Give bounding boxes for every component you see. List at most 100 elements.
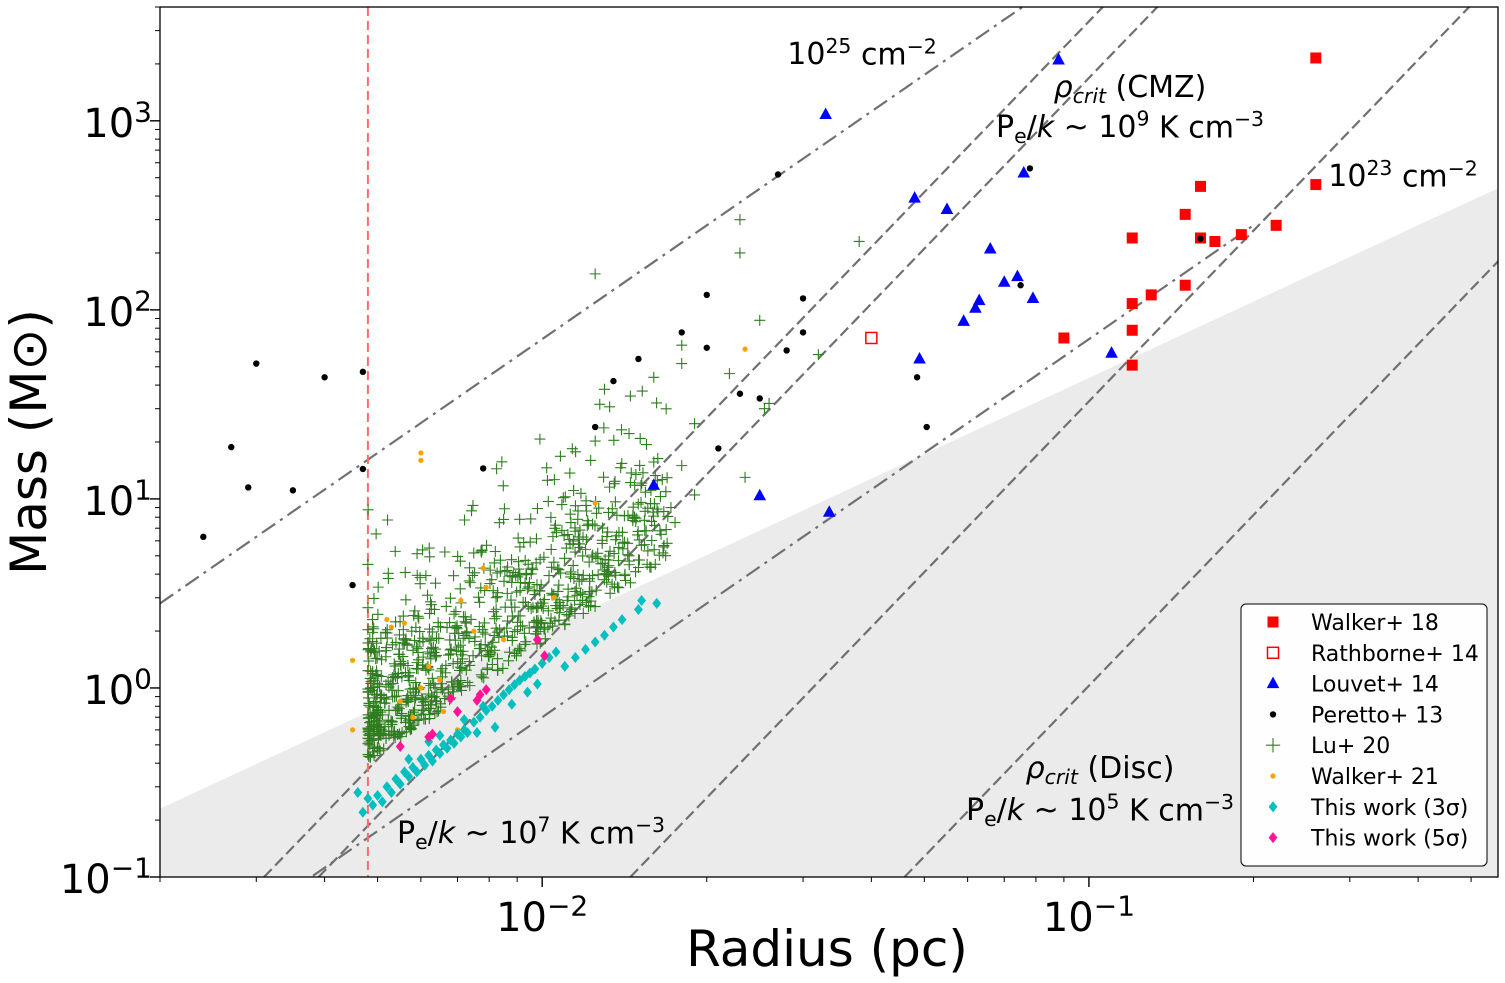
- data-point: [742, 346, 748, 352]
- data-point: [353, 786, 363, 798]
- data-point: [822, 505, 836, 517]
- lu20-point: [459, 616, 471, 628]
- lu20-point: [362, 749, 374, 761]
- lu20-point: [363, 697, 375, 709]
- lu20-point: [565, 602, 577, 614]
- lu20-point: [547, 620, 559, 632]
- lu20-point: [375, 730, 387, 742]
- lu20-point: [376, 709, 388, 721]
- lu20-point: [604, 545, 616, 557]
- lu20-point: [362, 602, 374, 614]
- lu20-point: [624, 390, 636, 402]
- lu20-point: [601, 576, 613, 588]
- lu20-point: [367, 665, 379, 677]
- lu20-point: [452, 678, 464, 690]
- lu20-point: [454, 555, 466, 567]
- data-point: [359, 368, 367, 376]
- data-point: [363, 793, 373, 805]
- data-point: [1105, 346, 1118, 358]
- data-point: [799, 329, 807, 336]
- lu20-point: [372, 581, 384, 593]
- series-3: [200, 165, 1204, 589]
- lu20-point: [552, 563, 564, 575]
- data-point: [289, 487, 297, 494]
- lu20-point: [633, 554, 645, 566]
- lu20-point: [514, 642, 526, 654]
- lu20-point: [491, 610, 503, 622]
- lu20-point: [368, 592, 380, 604]
- lu20-point: [541, 462, 553, 474]
- legend-label: Walker+ 18: [1311, 611, 1439, 636]
- data-point: [481, 684, 491, 696]
- lu20-point: [464, 577, 476, 589]
- data-point: [510, 679, 519, 691]
- lu20-point: [512, 532, 524, 544]
- data-point: [652, 597, 662, 609]
- lu20-point: [497, 480, 509, 492]
- data-point: [969, 301, 982, 313]
- lu20-point: [475, 546, 487, 558]
- lu20-point: [580, 543, 592, 555]
- data-point: [940, 202, 954, 214]
- data-point: [1179, 208, 1191, 220]
- data-point: [908, 191, 921, 203]
- lu20-point: [630, 469, 642, 481]
- lu20-point: [468, 547, 480, 559]
- data-point: [475, 711, 485, 723]
- lu20-point: [581, 505, 593, 517]
- data-point: [523, 686, 532, 698]
- lu20-point: [523, 577, 535, 589]
- lu20-point: [486, 574, 498, 586]
- lu20-point: [532, 600, 544, 612]
- data-point: [459, 724, 469, 736]
- y-tick-label: 102: [83, 284, 152, 335]
- data-point: [404, 771, 414, 783]
- lu20-point: [365, 646, 377, 658]
- data-point: [437, 677, 443, 683]
- lu20-point: [399, 566, 411, 578]
- lu20-point: [642, 545, 654, 557]
- lu20-point: [368, 725, 380, 737]
- lu20-point: [622, 549, 634, 561]
- data-point: [456, 731, 466, 743]
- lu20-point: [372, 608, 384, 620]
- lu20-point: [609, 496, 621, 508]
- annot-1e7-line-0: Pe/k ~ 107 K cm−3: [397, 813, 665, 855]
- lu20-point: [473, 591, 485, 603]
- lu20-point: [661, 472, 673, 484]
- lu20-point: [370, 695, 382, 707]
- lu20-point: [435, 665, 447, 677]
- lu20-point: [509, 647, 521, 659]
- legend-label: Lu+ 20: [1311, 734, 1390, 759]
- lu20-point: [390, 636, 402, 648]
- lu20-point: [567, 559, 579, 571]
- lu20-point: [506, 601, 518, 613]
- data-point: [799, 295, 807, 302]
- lu20-point: [451, 623, 463, 635]
- lu20-point: [513, 563, 525, 575]
- lu20-point: [460, 664, 472, 676]
- lu20-point: [758, 403, 770, 415]
- lu20-point: [628, 511, 640, 523]
- data-point: [377, 796, 387, 808]
- lu20-point: [424, 551, 436, 563]
- lu20-point: [554, 602, 566, 614]
- lu20-point: [564, 508, 576, 520]
- lu20-point: [559, 552, 571, 564]
- lu20-point: [660, 403, 672, 415]
- lu20-point: [611, 530, 623, 542]
- y-tick-label: 103: [83, 95, 152, 146]
- lu20-point: [649, 470, 661, 482]
- lu20-point: [648, 510, 660, 522]
- lu20-point: [393, 728, 405, 740]
- lu20-point: [598, 471, 610, 483]
- data-point: [373, 789, 382, 801]
- lu20-point: [455, 639, 467, 651]
- legend-label: Louvet+ 14: [1311, 673, 1439, 698]
- lu20-point: [400, 594, 412, 606]
- data-point: [715, 445, 722, 452]
- lu20-point: [589, 268, 601, 280]
- lu20-point: [382, 567, 394, 579]
- lu20-point: [368, 623, 380, 635]
- data-point: [1017, 282, 1024, 289]
